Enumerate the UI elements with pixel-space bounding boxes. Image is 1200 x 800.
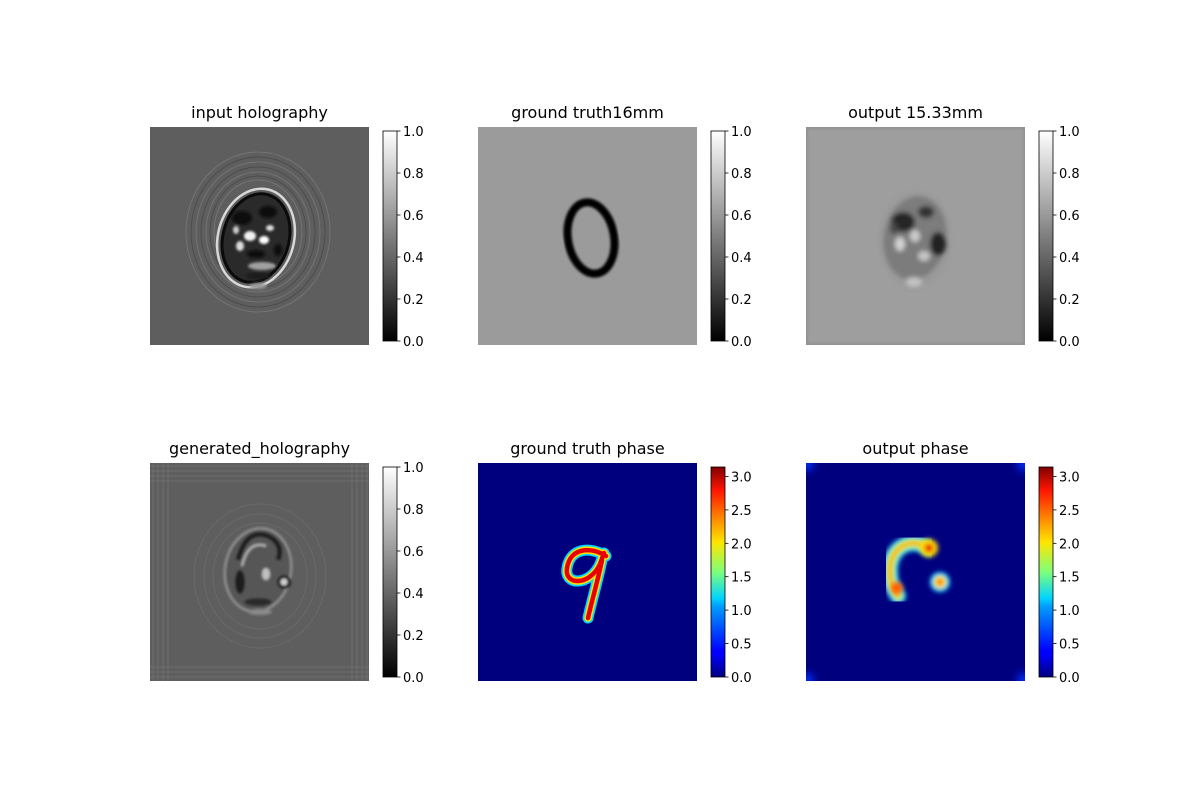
digit-nine-phase-image [478, 463, 697, 681]
panel-title: generated_holography [169, 439, 350, 459]
tick-label: 0.6 [403, 209, 424, 224]
colorbar: 0.0 0.5 1.0 1.5 2.0 2.5 3.0 [710, 466, 752, 686]
tick-label: 0.2 [403, 293, 424, 308]
panel-input-holography: input holography [150, 103, 424, 350]
tick-label: 0.0 [403, 671, 424, 686]
panel-ground-truth-phase: ground truth phase 0.0 0.5 1.0 1.5 2.0 2… [478, 439, 752, 686]
tick-label: 1.0 [403, 125, 424, 140]
reconstructed-amplitude-image [806, 127, 1025, 345]
colorbar: 0.0 0.2 0.4 0.6 0.8 1.0 [1038, 125, 1080, 350]
tick-label: 1.0 [731, 125, 752, 140]
panel-title: ground truth phase [510, 439, 664, 458]
tick-label: 3.0 [731, 470, 752, 485]
generated-holography-image [150, 463, 369, 681]
tick-label: 0.2 [403, 629, 424, 644]
panel-output-phase: output phase [806, 439, 1080, 686]
tick-label: 1.0 [731, 604, 752, 619]
tick-label: 0.2 [731, 293, 752, 308]
tick-label: 2.5 [731, 504, 752, 519]
tick-label: 1.5 [1059, 571, 1080, 586]
tick-label: 0.8 [403, 503, 424, 518]
panel-title: output 15.33mm [848, 103, 983, 122]
tick-label: 0.5 [731, 638, 752, 653]
panel-generated-holography: generated_holography [150, 439, 424, 686]
colorbar: 0.0 0.2 0.4 0.6 0.8 1.0 [710, 125, 752, 350]
tick-label: 1.5 [731, 571, 752, 586]
tick-label: 2.0 [1059, 537, 1080, 552]
tick-label: 2.0 [731, 537, 752, 552]
reconstructed-phase-image [806, 463, 1025, 681]
tick-label: 0.0 [1059, 671, 1080, 686]
colorbar: 0.0 0.5 1.0 1.5 2.0 2.5 3.0 [1038, 466, 1080, 686]
tick-label: 0.4 [403, 251, 424, 266]
tick-label: 1.0 [1059, 604, 1080, 619]
tick-label: 2.5 [1059, 504, 1080, 519]
tick-label: 3.0 [1059, 470, 1080, 485]
tick-label: 1.0 [1059, 125, 1080, 140]
tick-label: 0.0 [731, 335, 752, 350]
colorbar: 0.0 0.2 0.4 0.6 0.8 1.0 [382, 461, 424, 686]
tick-label: 0.8 [1059, 167, 1080, 182]
tick-label: 1.0 [403, 461, 424, 476]
tick-label: 0.0 [403, 335, 424, 350]
panel-title: input holography [191, 103, 328, 122]
tick-label: 0.4 [403, 587, 424, 602]
tick-label: 0.6 [731, 209, 752, 224]
holography-image [150, 127, 369, 345]
tick-label: 0.6 [403, 545, 424, 560]
tick-label: 0.4 [731, 251, 752, 266]
panel-output-amplitude: output 15.33mm [806, 103, 1080, 350]
tick-label: 0.4 [1059, 251, 1080, 266]
tick-label: 0.8 [731, 167, 752, 182]
panel-title: ground truth16mm [511, 103, 664, 122]
tick-label: 0.8 [403, 167, 424, 182]
tick-label: 0.2 [1059, 293, 1080, 308]
panel-title: output phase [862, 439, 968, 458]
tick-label: 0.0 [1059, 335, 1080, 350]
panel-ground-truth-amplitude: ground truth16mm 0.0 0.2 0.4 0.6 0.8 1.0 [478, 103, 752, 350]
tick-label: 0.0 [731, 671, 752, 686]
tick-label: 0.6 [1059, 209, 1080, 224]
tick-label: 0.5 [1059, 638, 1080, 653]
colorbar: 0.0 0.2 0.4 0.6 0.8 1.0 [382, 125, 424, 350]
digit-zero-image [478, 127, 697, 345]
